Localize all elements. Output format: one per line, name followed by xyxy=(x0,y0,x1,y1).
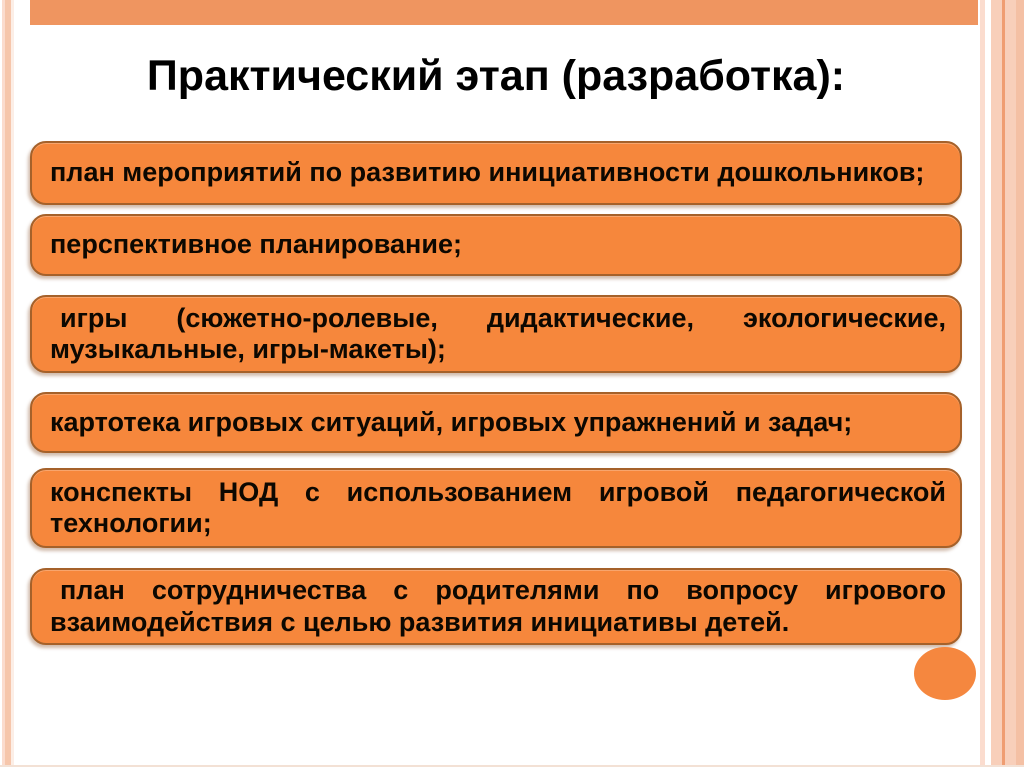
list-item-line: перспективное планирование; xyxy=(50,229,462,260)
list-item-line: план мероприятий по развитию инициативно… xyxy=(50,157,925,188)
list-item-line: конспекты НОД с использованием игровой п… xyxy=(50,476,946,507)
list-item-line: план сотрудничества с родителями по вопр… xyxy=(60,575,946,606)
list-item: план сотрудничества с родителями по вопр… xyxy=(30,568,962,645)
top-accent-bar xyxy=(30,0,978,25)
list-item-line: картотека игровых ситуаций, игровых упра… xyxy=(50,406,853,437)
list-item: картотека игровых ситуаций, игровых упра… xyxy=(30,392,962,453)
list-item: конспекты НОД с использованием игровой п… xyxy=(30,468,962,548)
list-item-line: музыкальные, игры-макеты); xyxy=(50,334,446,364)
bottom-edge-line xyxy=(0,765,1024,767)
accent-circle xyxy=(914,647,976,700)
left-stripe-band xyxy=(0,0,14,767)
list-item-line: игры (сюжетно-ролевые, дидактические, эк… xyxy=(60,302,946,333)
list-item: перспективное планирование; xyxy=(30,214,962,276)
list-item-line: технологии; xyxy=(50,508,212,538)
items-list: план мероприятий по развитию инициативно… xyxy=(30,141,962,645)
list-item-line: взаимодействия с целью развития инициати… xyxy=(50,606,790,637)
list-item: план мероприятий по развитию инициативно… xyxy=(30,141,962,205)
slide-title: Практический этап (разработка): xyxy=(146,52,846,100)
right-stripe-band xyxy=(980,0,1024,767)
list-item: игры (сюжетно-ролевые, дидактические, эк… xyxy=(30,295,962,373)
